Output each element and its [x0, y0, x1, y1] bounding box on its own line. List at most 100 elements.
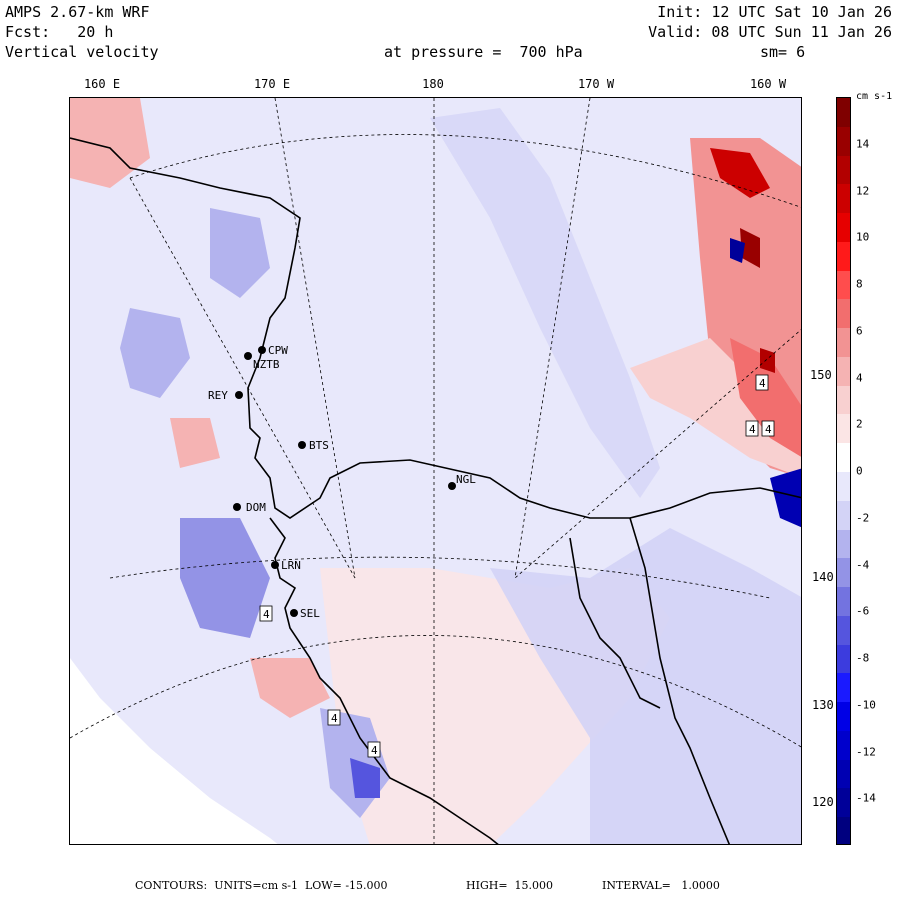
- contour-mark-2: 4: [371, 744, 378, 757]
- colorbar-segment: [837, 529, 850, 559]
- no-data-region: [70, 658, 278, 844]
- station-dot-sel: [290, 609, 298, 617]
- station-label-ngl: NGL: [456, 473, 476, 486]
- ascent-core-1: [710, 148, 770, 198]
- station-dot-cpw: [258, 346, 266, 354]
- colorbar-segment: [837, 730, 850, 761]
- footer-contours: CONTOURS: UNITS=cm s-1 LOW= -15.000: [135, 879, 388, 892]
- colorbar-tick-label: -2: [856, 511, 870, 525]
- tam-patch-3: [180, 518, 270, 638]
- colorbar-segment: [837, 155, 850, 185]
- colorbar-segment: [837, 328, 850, 358]
- station-dot-ngl: [448, 482, 456, 490]
- colorbar-segment: [837, 759, 850, 789]
- station-dot-dom: [233, 503, 241, 511]
- colorbar-segment: [837, 126, 850, 157]
- colorbar-segment: [837, 270, 850, 300]
- colorbar-segment: [837, 644, 850, 674]
- colorbar-segment: [837, 299, 850, 329]
- colorbar-tick-label: 10: [856, 230, 870, 244]
- colorbar-segment: [837, 443, 850, 473]
- colorbar-tick-label: -8: [856, 651, 870, 665]
- ascent-zone-lower: [630, 338, 801, 478]
- station-dot-rey: [235, 391, 243, 399]
- model-title: AMPS 2.67-km WRF: [5, 3, 150, 21]
- init-time: Init: 12 UTC Sat 10 Jan 26: [657, 3, 892, 21]
- field-name: Vertical velocity: [5, 43, 159, 61]
- station-label-bts: BTS: [309, 439, 329, 452]
- colorbar-segment: [837, 673, 850, 703]
- ascent-zone-inner: [730, 338, 801, 457]
- colorbar-segment: [837, 98, 850, 128]
- forecast-hour: Fcst: 20 h: [5, 23, 114, 41]
- ascent-core-2: [740, 228, 760, 268]
- contour-mark-1: 4: [331, 712, 338, 725]
- valid-time: Valid: 08 UTC Sun 11 Jan 26: [648, 23, 892, 41]
- colorbar-tick-label: -12: [856, 745, 876, 758]
- coastline: [70, 137, 801, 844]
- colorbar-segment: [837, 414, 850, 444]
- colorbar: [836, 97, 851, 845]
- contour-mark-6: 4: [263, 608, 270, 621]
- lon-label-170e: 170 E: [253, 77, 291, 91]
- colorbar-segment: [837, 788, 850, 818]
- footer-high: HIGH= 15.000: [466, 879, 554, 892]
- colorbar-segment: [837, 184, 850, 214]
- lon-label-160w: 160 W: [749, 77, 787, 91]
- tam-patch-6: [250, 658, 330, 718]
- graticule: [70, 98, 801, 844]
- descent-core-2: [730, 238, 745, 263]
- colorbar-segment: [837, 356, 850, 387]
- map-panel: CPW NZTB REY BTS NGL DOM LRN SEL 4 4 4 4…: [69, 97, 802, 845]
- colorbar-tick-label: 12: [856, 184, 870, 197]
- tam-patch-8: [350, 758, 380, 798]
- colorbar-tick-label: -10: [856, 698, 876, 712]
- tam-patch-5: [170, 418, 220, 468]
- descent-core-1: [770, 468, 801, 528]
- station-dot-bts: [298, 441, 306, 449]
- contour-mark-3: 4: [759, 377, 766, 390]
- colorbar-segment: [837, 472, 850, 502]
- station-label-lrn: LRN: [281, 559, 301, 572]
- tam-patch-4: [70, 98, 150, 188]
- lon-label-180: 180: [422, 77, 444, 91]
- marie-byrd-shading: [490, 528, 801, 844]
- contour-mark-4: 4: [749, 423, 756, 436]
- station-markers: [233, 346, 456, 617]
- contour-mark-5: 4: [765, 423, 772, 436]
- station-dot-nztb: [244, 352, 252, 360]
- colorbar-tick-label: 14: [856, 137, 870, 151]
- station-label-cpw: CPW: [268, 344, 288, 357]
- colorbar-unit: cm s-1: [856, 91, 893, 102]
- colorbar-segment: [837, 817, 850, 844]
- map-svg: CPW NZTB REY BTS NGL DOM LRN SEL 4 4 4 4…: [70, 98, 801, 844]
- colorbar-segment: [837, 558, 850, 588]
- colorbar-tick-label: 8: [856, 277, 863, 291]
- colorbar-segment: [837, 241, 850, 272]
- tam-patch-1: [120, 308, 190, 398]
- station-label-dom: DOM: [246, 501, 266, 514]
- colorbar-tick-label: 0: [856, 464, 863, 478]
- colorbar-segment: [837, 385, 850, 415]
- lon-label-160e: 160 E: [83, 77, 121, 91]
- colorbar-segment: [837, 500, 850, 531]
- pressure-level: at pressure = 700 hPa: [384, 43, 583, 61]
- ascent-core-3: [760, 348, 775, 373]
- station-dot-lrn: [271, 561, 279, 569]
- colorbar-tick-label: -6: [856, 604, 870, 618]
- upper-blue-streaks: [430, 108, 660, 498]
- colorbar-tick-label: 2: [856, 417, 863, 431]
- smoothing: sm= 6: [760, 43, 806, 61]
- footer-interval: INTERVAL= 1.0000: [602, 879, 720, 892]
- colorbar-tick-label: 4: [856, 371, 863, 384]
- station-label-nztb: NZTB: [253, 358, 280, 371]
- colorbar-segment: [837, 702, 850, 732]
- station-label-rey: REY: [208, 389, 228, 402]
- colorbar-segment: [837, 587, 850, 617]
- station-label-sel: SEL: [300, 607, 320, 620]
- tam-patch-2: [210, 208, 270, 298]
- colorbar-segment: [837, 213, 850, 243]
- colorbar-segment: [837, 615, 850, 646]
- lon-label-170w: 170 W: [577, 77, 615, 91]
- colorbar-tick-label: -4: [856, 558, 870, 571]
